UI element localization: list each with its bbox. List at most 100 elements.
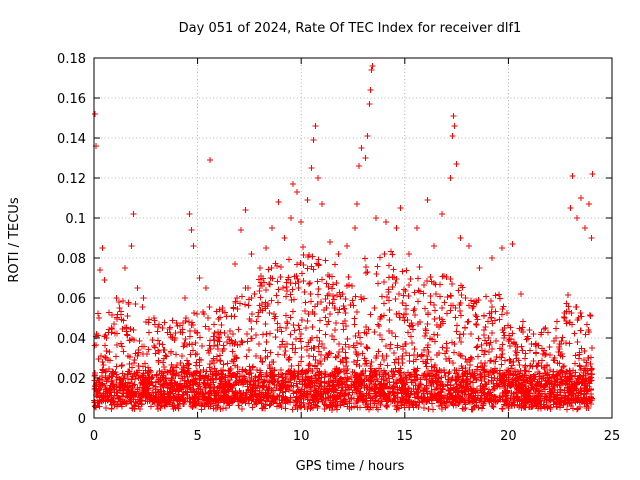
data-point bbox=[554, 369, 561, 376]
data-point bbox=[308, 263, 315, 270]
data-point bbox=[375, 321, 382, 328]
data-point bbox=[375, 348, 382, 355]
data-point bbox=[166, 326, 173, 333]
data-point bbox=[255, 276, 262, 283]
data-point bbox=[102, 369, 109, 376]
data-point bbox=[443, 348, 450, 355]
data-point bbox=[342, 398, 349, 405]
data-point bbox=[294, 406, 301, 413]
data-point bbox=[475, 392, 482, 399]
data-point bbox=[424, 197, 431, 203]
data-point bbox=[509, 241, 516, 247]
data-point bbox=[303, 325, 310, 332]
data-point bbox=[154, 328, 161, 335]
data-point bbox=[385, 327, 392, 334]
data-point bbox=[406, 282, 413, 289]
data-point bbox=[503, 367, 510, 374]
data-point bbox=[205, 382, 212, 389]
data-point bbox=[339, 356, 346, 363]
data-point bbox=[118, 340, 125, 347]
data-point bbox=[306, 397, 313, 404]
data-point bbox=[292, 280, 299, 287]
data-point bbox=[293, 380, 300, 387]
data-point bbox=[139, 303, 146, 310]
data-point bbox=[253, 318, 260, 325]
data-point bbox=[356, 404, 363, 411]
data-point bbox=[287, 291, 294, 298]
data-point bbox=[298, 338, 305, 345]
data-point bbox=[216, 314, 223, 321]
data-point bbox=[206, 342, 213, 349]
data-point bbox=[408, 320, 415, 327]
data-point bbox=[460, 373, 467, 380]
data-point bbox=[420, 404, 427, 411]
data-point bbox=[392, 280, 399, 287]
data-point bbox=[279, 285, 286, 292]
data-point bbox=[228, 373, 235, 380]
data-point bbox=[365, 386, 372, 393]
data-point bbox=[344, 403, 351, 410]
data-point bbox=[163, 369, 170, 376]
data-point bbox=[455, 400, 462, 407]
data-point bbox=[166, 368, 173, 375]
data-point bbox=[123, 381, 130, 388]
data-point bbox=[532, 385, 539, 392]
data-point bbox=[456, 331, 463, 338]
data-point bbox=[308, 375, 315, 382]
data-point bbox=[248, 310, 255, 317]
data-point bbox=[358, 379, 365, 386]
data-point bbox=[466, 302, 473, 309]
data-point bbox=[213, 356, 220, 363]
data-point bbox=[414, 320, 421, 327]
data-point bbox=[173, 385, 180, 392]
data-point bbox=[157, 387, 164, 394]
data-point bbox=[526, 326, 533, 333]
data-point bbox=[262, 287, 269, 294]
data-point bbox=[404, 316, 411, 323]
data-point bbox=[103, 347, 110, 354]
data-point bbox=[267, 364, 274, 371]
data-point bbox=[527, 347, 534, 354]
data-point bbox=[305, 310, 312, 317]
data-point bbox=[321, 374, 328, 381]
data-point bbox=[535, 392, 542, 399]
data-point bbox=[546, 394, 553, 401]
data-point bbox=[211, 395, 218, 402]
data-point bbox=[443, 310, 450, 317]
data-point bbox=[485, 335, 492, 342]
data-point bbox=[296, 326, 303, 333]
data-point bbox=[333, 279, 340, 286]
data-point bbox=[131, 337, 138, 344]
data-point bbox=[588, 385, 595, 392]
data-point bbox=[386, 316, 393, 323]
data-point bbox=[393, 225, 400, 231]
data-point bbox=[307, 291, 314, 298]
data-point bbox=[401, 401, 408, 408]
data-point bbox=[363, 398, 370, 405]
data-point bbox=[297, 371, 304, 378]
data-point bbox=[363, 330, 370, 337]
data-point bbox=[473, 313, 480, 320]
data-point bbox=[255, 393, 261, 400]
data-point bbox=[164, 329, 171, 336]
data-point bbox=[119, 325, 126, 332]
data-point bbox=[146, 397, 153, 404]
data-point bbox=[569, 384, 576, 391]
data-point bbox=[248, 294, 255, 301]
data-point bbox=[367, 397, 374, 404]
y-tick-label: 0.1 bbox=[65, 212, 86, 227]
data-point bbox=[584, 321, 591, 328]
data-point bbox=[298, 354, 305, 361]
data-point bbox=[558, 341, 565, 348]
data-point bbox=[343, 282, 350, 289]
data-point bbox=[331, 304, 338, 311]
data-point bbox=[111, 330, 118, 337]
data-point bbox=[245, 347, 252, 354]
y-tick-label: 0.16 bbox=[57, 92, 86, 107]
data-point bbox=[577, 309, 584, 316]
data-point bbox=[282, 348, 289, 355]
data-point bbox=[340, 303, 347, 310]
data-point bbox=[277, 343, 284, 350]
data-point bbox=[389, 283, 396, 290]
data-point bbox=[377, 369, 384, 376]
